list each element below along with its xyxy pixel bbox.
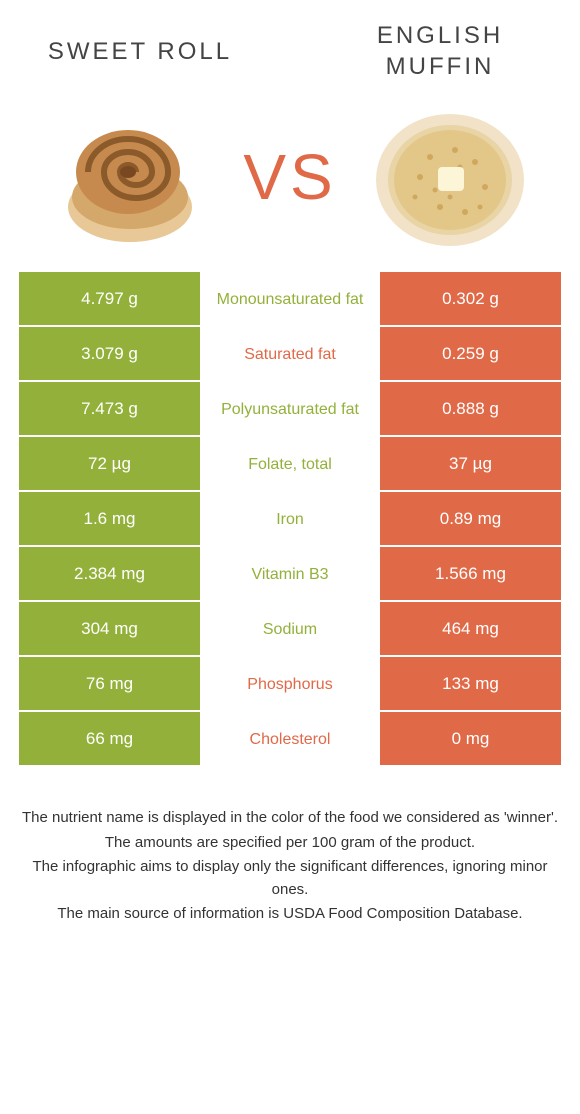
- left-value: 2.384 mg: [19, 547, 200, 602]
- english-muffin-image: [360, 102, 540, 252]
- footer-line: The amounts are specified per 100 gram o…: [18, 832, 562, 855]
- left-value: 3.079 g: [19, 327, 200, 382]
- table-row: 304 mgSodium464 mg: [19, 602, 561, 657]
- left-value: 4.797 g: [19, 272, 200, 327]
- nutrient-label: Polyunsaturated fat: [200, 382, 380, 437]
- right-value: 0.89 mg: [380, 492, 561, 547]
- table-row: 1.6 mgIron0.89 mg: [19, 492, 561, 547]
- right-value: 1.566 mg: [380, 547, 561, 602]
- footer-line: The main source of information is USDA F…: [18, 903, 562, 926]
- table-row: 7.473 gPolyunsaturated fat0.888 g: [19, 382, 561, 437]
- table-row: 72 µgFolate, total37 µg: [19, 437, 561, 492]
- right-value: 0.302 g: [380, 272, 561, 327]
- nutrient-label: Folate, total: [200, 437, 380, 492]
- nutrient-table: 4.797 gMonounsaturated fat0.302 g3.079 g…: [19, 272, 561, 767]
- nutrient-label: Cholesterol: [200, 712, 380, 767]
- right-value: 0.888 g: [380, 382, 561, 437]
- table-row: 2.384 mgVitamin B31.566 mg: [19, 547, 561, 602]
- left-value: 72 µg: [19, 437, 200, 492]
- nutrient-label: Monounsaturated fat: [200, 272, 380, 327]
- nutrient-label: Vitamin B3: [200, 547, 380, 602]
- sweet-roll-image: [40, 102, 220, 252]
- right-value: 37 µg: [380, 437, 561, 492]
- title-right: ENGLISH MUFFIN: [340, 20, 540, 82]
- right-value: 0 mg: [380, 712, 561, 767]
- nutrient-label: Saturated fat: [200, 327, 380, 382]
- table-row: 76 mgPhosphorus133 mg: [19, 657, 561, 712]
- table-row: 66 mgCholesterol0 mg: [19, 712, 561, 767]
- left-value: 7.473 g: [19, 382, 200, 437]
- table-row: 3.079 gSaturated fat0.259 g: [19, 327, 561, 382]
- footer-line: The infographic aims to display only the…: [18, 856, 562, 901]
- footer-line: The nutrient name is displayed in the co…: [18, 807, 562, 830]
- left-value: 66 mg: [19, 712, 200, 767]
- title-left: SWEET ROLL: [40, 38, 240, 82]
- left-value: 76 mg: [19, 657, 200, 712]
- right-value: 464 mg: [380, 602, 561, 657]
- vs-label: VS: [243, 140, 336, 214]
- footer-notes: The nutrient name is displayed in the co…: [0, 767, 580, 926]
- left-value: 304 mg: [19, 602, 200, 657]
- header-titles: SWEET ROLL ENGLISH MUFFIN: [0, 0, 580, 92]
- nutrient-label: Iron: [200, 492, 380, 547]
- right-value: 133 mg: [380, 657, 561, 712]
- vs-row: VS: [0, 92, 580, 272]
- right-value: 0.259 g: [380, 327, 561, 382]
- nutrient-label: Sodium: [200, 602, 380, 657]
- left-value: 1.6 mg: [19, 492, 200, 547]
- nutrient-label: Phosphorus: [200, 657, 380, 712]
- table-row: 4.797 gMonounsaturated fat0.302 g: [19, 272, 561, 327]
